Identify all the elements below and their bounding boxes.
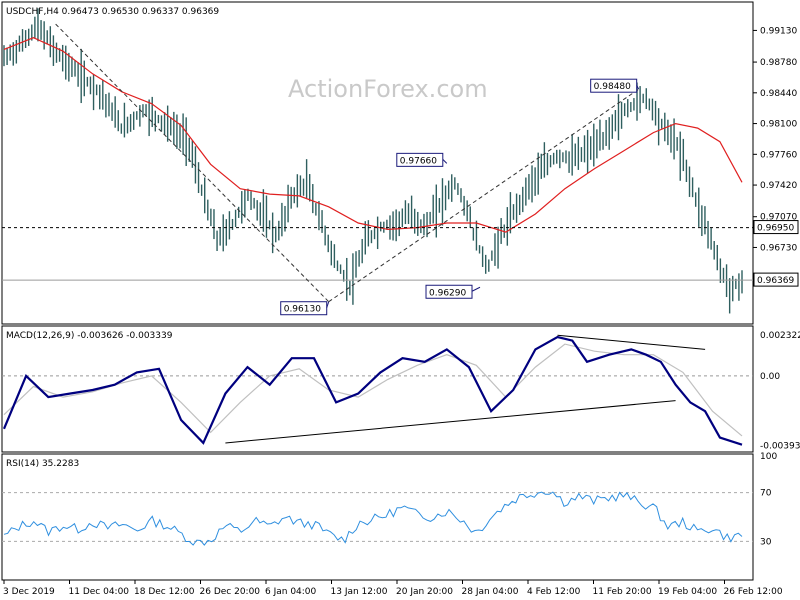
rsi-header: RSI(14) 35.2283	[6, 459, 79, 469]
x-tick-label: 26 Dec 20:00	[200, 587, 261, 597]
x-tick-label: 3 Dec 2019	[3, 587, 55, 597]
moving-average-line	[3, 37, 743, 233]
price-tick-label: 0.97070	[760, 213, 797, 223]
price-tick-label: 0.99130	[760, 26, 797, 36]
price-tick-label: 0.96730	[760, 243, 797, 253]
price-axis-group: 0.99130 0.98780 0.98440 0.98100 0.97760 0.974…	[753, 26, 797, 284]
rsi-tick-label: 100	[760, 452, 777, 462]
trend-line-down	[55, 23, 330, 303]
macd-support-trendline	[225, 400, 676, 444]
price-tick-label: 0.98780	[760, 58, 797, 68]
x-tick-label: 20 Jan 20:00	[396, 587, 453, 597]
x-tick-label: 13 Jan 12:00	[331, 587, 388, 597]
macd-header: MACD(12,26,9) -0.003626 -0.003339	[6, 331, 173, 341]
pivot-label: 0.96290	[429, 288, 466, 298]
pivot-box	[280, 301, 328, 316]
macd-tick-label: -0.003932	[760, 441, 800, 451]
x-tick-label: 18 Dec 12:00	[134, 587, 195, 597]
rsi-line	[3, 491, 743, 546]
macd-tick-label: 0.002322	[760, 331, 800, 341]
level-price-box	[753, 220, 799, 235]
pivot-leader	[326, 301, 330, 308]
x-tick-label: 6 Jan 04:00	[265, 587, 317, 597]
price-tick-label: 0.98440	[760, 89, 797, 99]
x-tick-label: 26 Feb 12:00	[724, 587, 783, 597]
x-tick-label: 11 Dec 04:00	[69, 587, 130, 597]
pivot-label: 0.98480	[594, 82, 631, 92]
price-annotations-group: 0.96950 0.96369 0.96130 0.97660 0.96290 0.984…	[2, 23, 799, 316]
rsi-tick-label: 70	[760, 489, 772, 499]
macd-group: 0.002322 0.00 -0.003932	[2, 331, 800, 451]
price-tick-label: 0.97420	[760, 181, 797, 191]
rsi-tick-label: 30	[760, 537, 772, 547]
rsi-group: 100 70 30	[2, 452, 777, 547]
macd-signal-line	[3, 343, 743, 437]
rsi-panel	[1, 453, 754, 581]
moving-average-group	[3, 37, 743, 233]
price-tick-label: 0.98100	[760, 120, 797, 130]
pivot-label: 0.97660	[400, 156, 437, 166]
price-bars-group	[3, 8, 743, 314]
pivot-label: 0.96130	[284, 305, 321, 315]
macd-panel	[1, 325, 754, 453]
x-axis-group: 3 Dec 2019 11 Dec 04:00 18 Dec 12:00 26 Dec…	[3, 580, 783, 597]
price-tick-label: 0.97760	[760, 150, 797, 160]
macd-line	[2, 335, 743, 446]
watermark: ActionForex.com	[288, 75, 488, 103]
pivot-leader	[471, 286, 481, 292]
pivot-leader	[442, 159, 448, 164]
x-tick-label: 4 Feb 12:00	[527, 587, 581, 597]
price-header: USDCHF,H4 0.96473 0.96530 0.96337 0.9636…	[6, 7, 219, 17]
price-panel	[1, 1, 754, 325]
trend-line-up	[328, 88, 639, 303]
x-tick-label: 19 Feb 04:00	[658, 587, 717, 597]
level-price-label: 0.96950	[757, 224, 794, 234]
x-tick-label: 28 Jan 04:00	[462, 587, 519, 597]
current-price-label: 0.96369	[757, 276, 794, 286]
macd-resistance-trendline	[557, 334, 706, 350]
pivot-leader	[636, 84, 640, 90]
current-price-box	[753, 272, 799, 287]
macd-tick-label: 0.00	[760, 372, 780, 382]
pivot-box	[425, 284, 473, 299]
x-tick-label: 11 Feb 20:00	[593, 587, 652, 597]
